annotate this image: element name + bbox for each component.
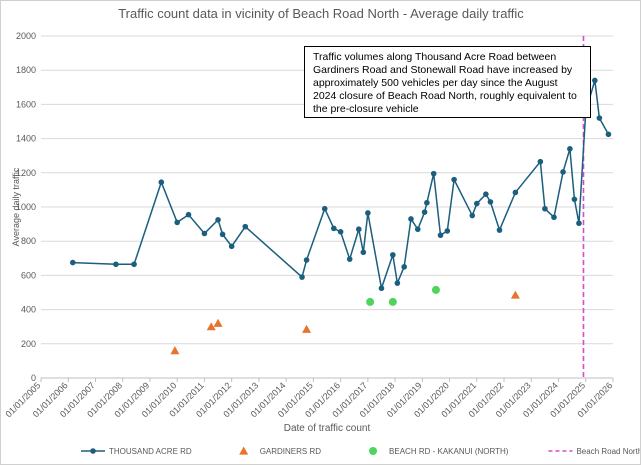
point: [551, 214, 557, 221]
point: [424, 199, 430, 206]
point: [483, 191, 489, 197]
point: [560, 169, 566, 175]
point: [487, 199, 494, 205]
point-large: [213, 318, 223, 327]
point: [394, 280, 401, 286]
point-large: [369, 447, 378, 455]
point: [185, 211, 192, 218]
point: [355, 226, 362, 233]
point: [421, 209, 428, 215]
point: [131, 261, 137, 268]
point: [158, 179, 165, 186]
point: [444, 228, 451, 234]
point: [414, 226, 421, 233]
legend-label: Beach Road North Closure: [576, 447, 640, 456]
annotation: Traffic volumes along Thousand Acre Road…: [304, 46, 591, 118]
y-axis-title: Average daily traffic: [11, 167, 21, 246]
y-tick-label: 2000: [16, 31, 36, 41]
legend-label: THOUSAND ACRE RD: [109, 447, 192, 456]
point-large: [388, 297, 397, 306]
y-tick-label: 0: [31, 373, 36, 383]
point: [605, 131, 612, 138]
point-large: [366, 297, 375, 306]
point: [331, 225, 337, 232]
point: [69, 259, 76, 266]
point: [228, 243, 235, 250]
point: [430, 170, 437, 177]
point: [215, 217, 221, 223]
point: [571, 196, 578, 203]
point: [378, 285, 385, 292]
point-large: [239, 446, 249, 455]
point: [496, 227, 503, 233]
point: [303, 257, 310, 263]
point-large: [431, 285, 440, 294]
point-large: [302, 324, 312, 333]
x-axis-title: Date of traffic count: [284, 423, 371, 434]
point: [346, 256, 353, 262]
point: [596, 115, 603, 121]
point: [542, 205, 548, 212]
point: [113, 261, 119, 268]
legend-marker: [90, 448, 96, 454]
chart-title: Traffic count data in vicinity of Beach …: [118, 6, 524, 21]
point-large: [170, 346, 180, 355]
y-tick-label: 800: [21, 236, 36, 246]
point: [437, 232, 444, 239]
point: [321, 205, 328, 212]
y-tick-label: 200: [21, 339, 36, 349]
point-large: [206, 322, 216, 331]
point: [201, 230, 208, 237]
point: [537, 158, 544, 165]
point: [242, 223, 249, 230]
point: [299, 274, 305, 280]
point: [592, 77, 598, 84]
y-tick-label: 1800: [16, 65, 36, 75]
y-tick-label: 1000: [16, 202, 36, 212]
point: [408, 216, 414, 222]
legend-label: BEACH RD - KAKANUI (NORTH): [389, 447, 509, 456]
y-tick-label: 1400: [16, 134, 36, 144]
point: [567, 146, 573, 152]
point: [474, 200, 480, 207]
point: [576, 220, 582, 227]
point: [219, 231, 226, 238]
point: [360, 249, 367, 256]
point: [174, 219, 180, 226]
point: [469, 212, 476, 219]
point-large: [510, 290, 520, 299]
y-tick-label: 400: [21, 305, 36, 315]
point: [451, 176, 457, 183]
point: [337, 228, 344, 235]
y-tick-label: 600: [21, 270, 36, 280]
point: [512, 189, 519, 196]
y-tick-label: 1200: [16, 168, 36, 178]
legend-label: GARDINERS RD: [260, 447, 322, 456]
point: [390, 252, 396, 258]
y-tick-label: 1600: [16, 99, 36, 109]
point: [401, 264, 407, 270]
point: [365, 210, 371, 216]
